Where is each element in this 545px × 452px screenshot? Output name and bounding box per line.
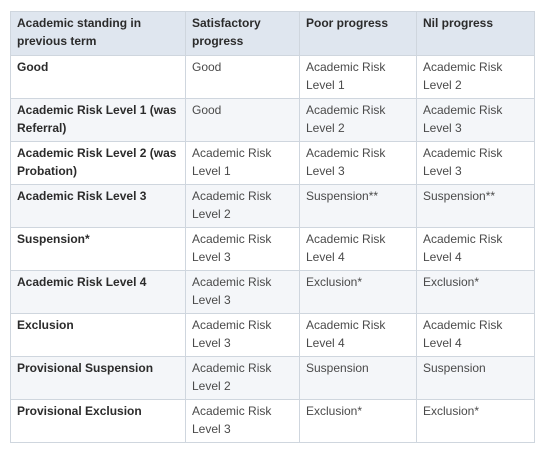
table-row: Provisional Exclusion Academic Risk Leve… xyxy=(10,399,535,443)
poor-cell: Suspension xyxy=(299,356,417,400)
nil-cell: Academic Risk Level 3 xyxy=(416,141,535,185)
table-row: Exclusion Academic Risk Level 3 Academic… xyxy=(10,313,535,357)
satisfactory-cell: Academic Risk Level 3 xyxy=(185,313,300,357)
table-row: Suspension* Academic Risk Level 3 Academ… xyxy=(10,227,535,271)
header-poor-progress: Poor progress xyxy=(299,11,417,56)
row-standing-cell: Suspension* xyxy=(10,227,186,271)
poor-cell: Academic Risk Level 4 xyxy=(299,313,417,357)
poor-cell: Academic Risk Level 1 xyxy=(299,55,417,99)
poor-cell: Academic Risk Level 3 xyxy=(299,141,417,185)
table-row: Good Good Academic Risk Level 1 Academic… xyxy=(10,55,535,99)
satisfactory-cell: Academic Risk Level 2 xyxy=(185,184,300,228)
poor-cell: Exclusion* xyxy=(299,270,417,314)
header-satisfactory-progress: Satisfactory progress xyxy=(185,11,300,56)
row-standing-cell: Academic Risk Level 1 (was Referral) xyxy=(10,98,186,142)
row-standing-cell: Exclusion xyxy=(10,313,186,357)
header-row: Academic standing in previous term Satis… xyxy=(10,11,535,56)
poor-cell: Academic Risk Level 4 xyxy=(299,227,417,271)
satisfactory-cell: Good xyxy=(185,98,300,142)
poor-cell: Suspension** xyxy=(299,184,417,228)
satisfactory-cell: Academic Risk Level 3 xyxy=(185,227,300,271)
row-standing-cell: Provisional Exclusion xyxy=(10,399,186,443)
table-row: Academic Risk Level 4 Academic Risk Leve… xyxy=(10,270,535,314)
header-previous-standing: Academic standing in previous term xyxy=(10,11,186,56)
nil-cell: Suspension xyxy=(416,356,535,400)
table-body: Good Good Academic Risk Level 1 Academic… xyxy=(10,55,535,443)
academic-standing-table: Academic standing in previous term Satis… xyxy=(10,11,535,443)
satisfactory-cell: Academic Risk Level 2 xyxy=(185,356,300,400)
poor-cell: Exclusion* xyxy=(299,399,417,443)
nil-cell: Exclusion* xyxy=(416,399,535,443)
table-container: Academic standing in previous term Satis… xyxy=(10,11,535,443)
table-row: Academic Risk Level 3 Academic Risk Leve… xyxy=(10,184,535,228)
row-standing-cell: Academic Risk Level 2 (was Probation) xyxy=(10,141,186,185)
nil-cell: Academic Risk Level 4 xyxy=(416,227,535,271)
satisfactory-cell: Academic Risk Level 1 xyxy=(185,141,300,185)
header-nil-progress: Nil progress xyxy=(416,11,535,56)
table-header: Academic standing in previous term Satis… xyxy=(10,11,535,56)
table-row: Provisional Suspension Academic Risk Lev… xyxy=(10,356,535,400)
row-standing-cell: Good xyxy=(10,55,186,99)
nil-cell: Exclusion* xyxy=(416,270,535,314)
poor-cell: Academic Risk Level 2 xyxy=(299,98,417,142)
table-row: Academic Risk Level 1 (was Referral) Goo… xyxy=(10,98,535,142)
nil-cell: Academic Risk Level 3 xyxy=(416,98,535,142)
table-row: Academic Risk Level 2 (was Probation) Ac… xyxy=(10,141,535,185)
nil-cell: Suspension** xyxy=(416,184,535,228)
nil-cell: Academic Risk Level 2 xyxy=(416,55,535,99)
row-standing-cell: Academic Risk Level 3 xyxy=(10,184,186,228)
nil-cell: Academic Risk Level 4 xyxy=(416,313,535,357)
row-standing-cell: Provisional Suspension xyxy=(10,356,186,400)
satisfactory-cell: Academic Risk Level 3 xyxy=(185,270,300,314)
row-standing-cell: Academic Risk Level 4 xyxy=(10,270,186,314)
satisfactory-cell: Academic Risk Level 3 xyxy=(185,399,300,443)
satisfactory-cell: Good xyxy=(185,55,300,99)
